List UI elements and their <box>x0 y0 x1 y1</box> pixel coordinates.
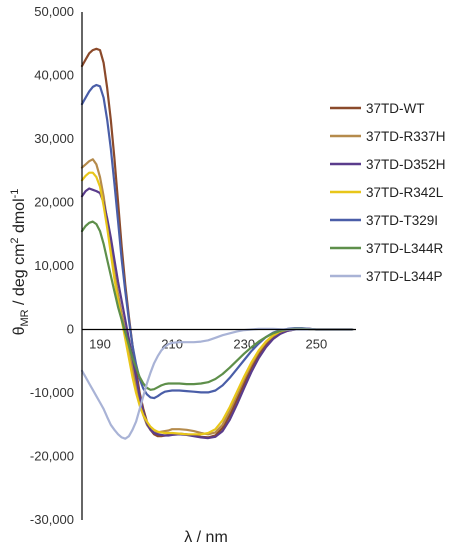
y-axis-title-theta: θ <box>11 326 28 335</box>
y-tick-label: 0 <box>67 322 74 337</box>
x-axis-title: λ / nm <box>184 529 228 546</box>
y-tick-label: 50,000 <box>34 4 74 19</box>
axes <box>81 12 356 520</box>
legend-label: 37TD-R342L <box>366 185 444 200</box>
y-tick-label: -10,000 <box>30 385 74 400</box>
series-line-37td-d352h <box>80 187 354 440</box>
legend-label: 37TD-D352H <box>366 157 446 172</box>
y-axis-title-superscript-1: 2 <box>9 237 21 243</box>
y-tick-label: 20,000 <box>34 195 74 210</box>
y-axis-title-superscript-2: -1 <box>9 189 21 199</box>
legend-label: 37TD-WT <box>366 101 425 116</box>
legend-label: 37TD-L344P <box>366 269 443 284</box>
x-axis-ticks: 190 210 230 250 <box>89 337 327 352</box>
series-lines <box>80 47 354 440</box>
legend-label: 37TD-R337H <box>366 129 446 144</box>
y-axis-title-subscript: MR <box>19 309 31 326</box>
x-tick-label: 250 <box>305 337 327 352</box>
y-tick-label: -30,000 <box>30 512 74 527</box>
legend-label: 37TD-T329I <box>366 213 438 228</box>
y-axis-ticks: 50,000 40,000 30,000 20,000 10,000 0 -10,000 -2… <box>30 4 74 527</box>
series-line-37td-r337h <box>80 158 354 436</box>
x-tick-label: 210 <box>161 337 183 352</box>
y-tick-label: 10,000 <box>34 258 74 273</box>
y-axis-title-part2: dmol <box>11 198 28 237</box>
legend-label: 37TD-L344R <box>366 241 444 256</box>
legend: 37TD-WT 37TD-R337H 37TD-D352H 37TD-R342L 37T… <box>330 101 446 284</box>
y-tick-label: 40,000 <box>34 68 74 83</box>
x-tick-label: 190 <box>89 337 111 352</box>
series-line-37td-wt <box>80 47 354 439</box>
y-tick-label: -20,000 <box>30 449 74 464</box>
y-axis-title: θMR / deg cm2 dmol-1 <box>9 189 31 336</box>
y-tick-label: 30,000 <box>34 131 74 146</box>
y-axis-title-part1: / deg cm <box>11 244 28 310</box>
